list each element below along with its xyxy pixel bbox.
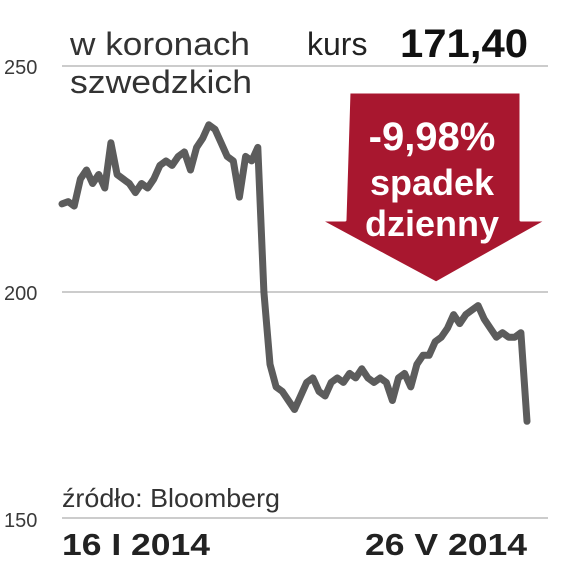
x-end-label: 26 V 2014 — [365, 527, 528, 562]
callout-line3: dzienny — [365, 203, 499, 244]
source-label: źródło: Bloomberg — [62, 483, 280, 513]
ytick-label-150: 150 — [4, 510, 37, 532]
price-line — [58, 121, 531, 425]
ytick-label-200: 200 — [4, 283, 37, 305]
y-grid — [62, 65, 548, 519]
price-label: kurs — [307, 26, 367, 62]
callout-line2: spadek — [370, 162, 495, 203]
unit-label-line1: w koronach — [69, 26, 250, 62]
price-value: 171,40 — [400, 22, 528, 66]
callout-percent: -9,98% — [369, 115, 496, 159]
ytick-label-250: 250 — [4, 57, 37, 79]
x-start-label: 16 I 2014 — [62, 527, 211, 562]
callout-arrow — [317, 90, 550, 285]
unit-label-line2: szwedzkich — [70, 64, 252, 100]
